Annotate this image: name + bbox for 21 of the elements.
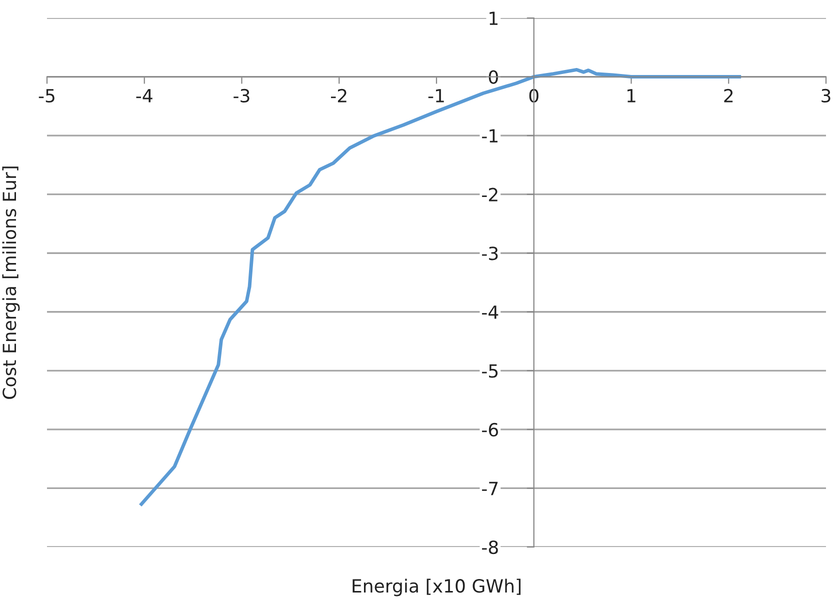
x-tick-label: -1 (428, 89, 444, 102)
x-tick-label: -4 (136, 89, 152, 102)
y-tick-label: -8 (482, 540, 498, 554)
y-tick-label: -7 (482, 482, 498, 496)
x-tick-label: 2 (724, 88, 733, 102)
y-tick-label: -1 (482, 129, 498, 142)
y-tick-label: -6 (482, 422, 498, 437)
y-tick-label: -2 (482, 188, 498, 202)
x-tick-label: -5 (38, 89, 54, 103)
y-tick-label: 1 (490, 12, 498, 25)
y-axis-title: Cost Energia [milions Eur] (2, 166, 20, 399)
x-tick-label: 1 (627, 89, 636, 102)
x-tick-label: -2 (331, 88, 346, 102)
x-axis-title: Energia [x10 GWh] (352, 578, 521, 596)
x-tick-label: 0 (529, 88, 538, 103)
y-tick-label: -4 (482, 306, 498, 319)
x-tick-label: 3 (822, 88, 830, 103)
y-tick-label: 0 (488, 70, 498, 84)
y-tick-label: -3 (482, 246, 498, 260)
x-tick-label: -3 (234, 88, 250, 103)
y-tick-label: -5 (482, 364, 498, 378)
